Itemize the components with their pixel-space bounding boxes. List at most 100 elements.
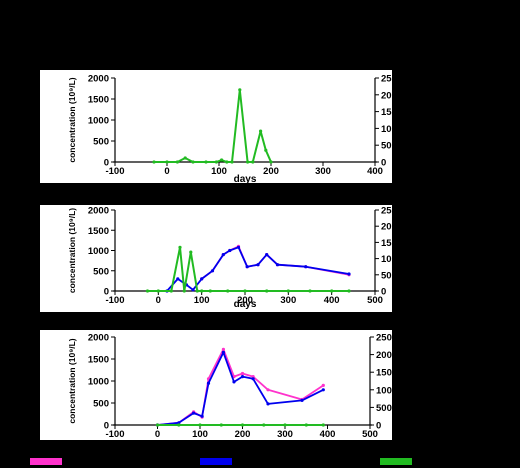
x-tick-label: 400 <box>320 429 336 440</box>
panel-background <box>40 330 392 440</box>
left-y-tick-label: 1500 <box>88 355 109 366</box>
data-point-green <box>243 289 247 293</box>
data-point-green <box>175 160 179 164</box>
left-y-tick-label: 1500 <box>88 95 109 106</box>
data-point-green <box>165 160 169 164</box>
data-point-pink <box>266 388 270 392</box>
data-point-green <box>200 289 204 293</box>
x-tick-label: 100 <box>211 166 227 177</box>
data-point-green <box>156 289 160 293</box>
data-point-pink <box>240 371 245 376</box>
x-tick-label: 500 <box>362 429 378 440</box>
series-line-green <box>147 246 349 292</box>
left-y-tick-label: 1000 <box>88 246 109 257</box>
data-point-green <box>240 423 245 427</box>
x-tick-label: -100 <box>105 295 124 306</box>
data-point-green <box>183 156 187 160</box>
data-point-green <box>191 160 195 164</box>
data-point-blue <box>192 411 196 415</box>
legend-swatch-blue <box>200 458 232 465</box>
data-point-green <box>321 423 325 427</box>
data-point-pink <box>221 347 225 351</box>
data-point-green <box>286 289 290 293</box>
right-y-axis-title: CMV-PCR <box>423 100 433 139</box>
left-y-axis-title: concentration (10⁹/L) <box>67 77 77 162</box>
data-point-blue <box>321 388 325 392</box>
chart-panels: 0500100015002000050001000015000200002500… <box>40 70 445 440</box>
data-point-blue <box>221 253 225 257</box>
right-y-tick-label: 5000 <box>381 141 402 152</box>
right-y-tick-label: 15000 <box>376 368 402 379</box>
data-point-blue <box>236 245 241 249</box>
x-tick-label: 0 <box>164 166 169 177</box>
right-y-axis-unit: (copies/mL) <box>430 357 440 405</box>
chart-panel-c: 0500100015002000050001000015000200002500… <box>40 330 440 440</box>
x-tick-label: 300 <box>280 295 296 306</box>
x-tick-label: 200 <box>237 295 253 306</box>
data-point-green <box>225 160 229 164</box>
left-y-tick-label: 500 <box>93 399 109 410</box>
left-y-tick-label: 2000 <box>88 206 109 217</box>
left-y-tick-label: 1000 <box>88 116 109 127</box>
legend-swatch-green <box>380 458 412 465</box>
data-point-blue <box>228 248 232 253</box>
data-point-blue <box>200 414 204 418</box>
left-y-tick-label: 0 <box>104 287 109 298</box>
left-y-tick-label: 500 <box>93 137 109 148</box>
right-y-tick-label: 0 <box>381 158 386 169</box>
data-point-green <box>152 160 156 164</box>
data-point-blue <box>176 277 180 281</box>
x-tick-label: -100 <box>105 166 124 177</box>
x-axis-title: days <box>234 299 257 310</box>
x-tick-label: 100 <box>194 295 210 306</box>
data-point-blue <box>300 398 304 402</box>
right-y-tick-label: 25000 <box>381 74 407 85</box>
data-point-green <box>195 289 199 293</box>
data-point-blue <box>256 263 260 267</box>
legend-swatches <box>30 458 412 465</box>
x-tick-label: -100 <box>105 429 124 440</box>
x-tick-label: 300 <box>315 166 331 177</box>
data-point-green <box>204 160 208 164</box>
right-y-tick-label: 25000 <box>381 206 407 217</box>
right-y-tick-label: 20000 <box>376 350 402 361</box>
right-y-axis-unit: (copies/mL) <box>435 96 445 144</box>
data-point-green <box>283 423 287 427</box>
data-point-green <box>269 160 273 164</box>
data-point-blue <box>266 402 270 406</box>
right-y-tick-label: 10000 <box>381 124 407 135</box>
right-y-tick-label: 5000 <box>381 270 402 281</box>
data-point-blue <box>251 377 255 381</box>
data-point-pink <box>251 375 255 379</box>
right-y-tick-label: 25000 <box>376 333 402 344</box>
right-y-tick-label: 0 <box>381 287 386 298</box>
data-point-green <box>238 88 242 92</box>
data-point-green <box>189 250 193 254</box>
x-tick-label: 200 <box>235 429 251 440</box>
data-point-green <box>265 289 269 293</box>
left-y-tick-label: 500 <box>93 266 109 277</box>
x-axis-title: days <box>234 174 257 185</box>
data-point-blue <box>232 380 236 384</box>
x-tick-label: 400 <box>324 295 340 306</box>
data-point-green <box>226 289 230 293</box>
right-y-tick-label: 20000 <box>381 90 407 101</box>
left-y-tick-label: 0 <box>104 421 109 432</box>
right-y-tick-label: 20000 <box>381 222 407 233</box>
data-point-blue <box>265 253 269 257</box>
data-point-green <box>308 289 312 293</box>
right-y-tick-label: 0 <box>376 421 381 432</box>
data-point-blue <box>200 277 204 281</box>
x-tick-label: 300 <box>277 429 293 440</box>
data-point-green <box>155 423 160 427</box>
data-point-green <box>182 289 186 293</box>
left-y-tick-label: 1000 <box>88 377 109 388</box>
x-tick-label: 500 <box>367 295 383 306</box>
data-point-green <box>264 148 268 152</box>
right-y-tick-label: 15000 <box>381 107 407 118</box>
series-line-green <box>154 88 272 163</box>
data-point-blue <box>347 272 351 276</box>
x-tick-label: 0 <box>156 295 161 306</box>
left-y-tick-label: 2000 <box>88 333 109 344</box>
